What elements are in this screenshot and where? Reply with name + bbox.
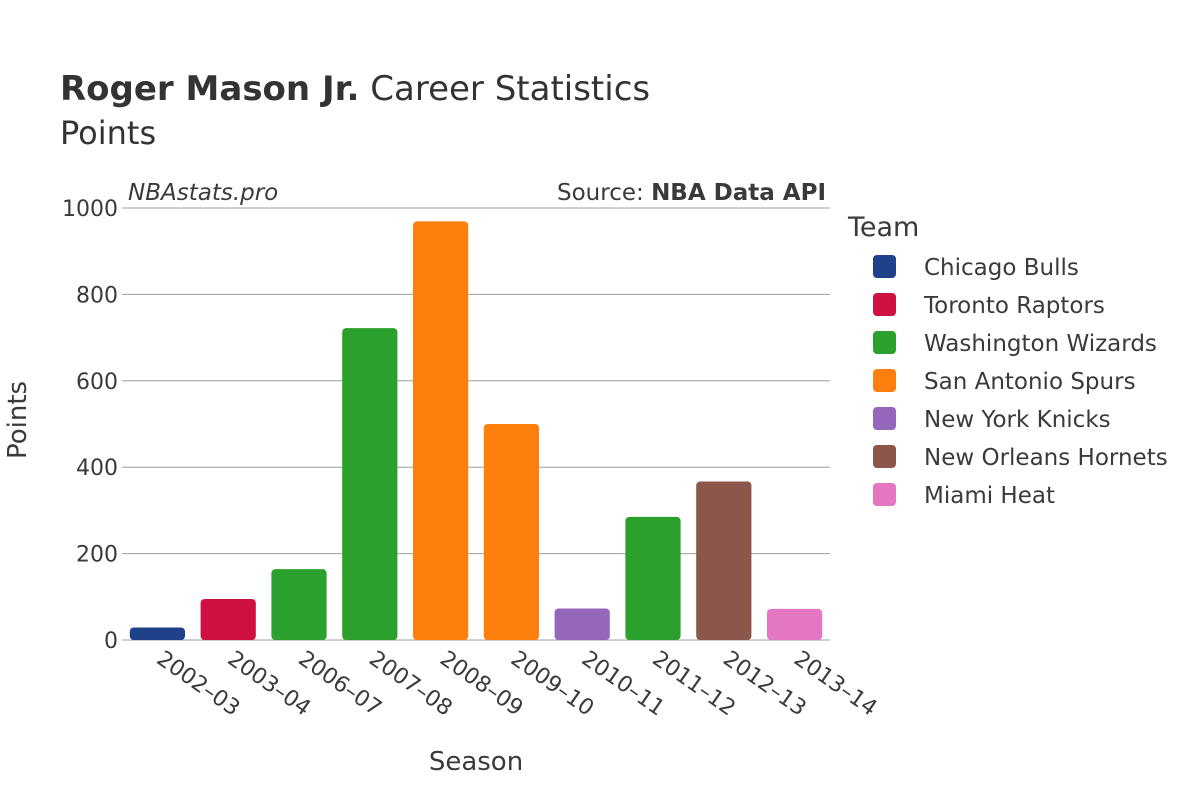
y-tick-label: 200 <box>76 543 118 568</box>
legend-swatch <box>873 445 896 468</box>
bar-2008–09 <box>412 221 469 640</box>
legend-swatch <box>873 407 896 430</box>
bar-2002–03 <box>129 627 186 640</box>
y-tick-label: 400 <box>76 456 118 481</box>
legend-item: New York Knicks <box>924 407 1111 433</box>
bar-2006–07 <box>271 569 327 640</box>
y-axis-ticks: 0 200 400 600 800 1000 <box>62 197 118 654</box>
title-player-name: Roger Mason Jr. <box>60 69 359 109</box>
bar-2003–04 <box>200 598 256 640</box>
bar-2011–12 <box>625 516 681 640</box>
watermark: NBAstats.pro <box>128 180 278 206</box>
legend-item: Chicago Bulls <box>924 255 1079 281</box>
legend-item: New Orleans Hornets <box>924 445 1168 471</box>
y-tick-label: 1000 <box>62 197 118 222</box>
bars <box>129 221 823 640</box>
legend-item: San Antonio Spurs <box>924 369 1136 395</box>
source-prefix: Source: <box>557 180 651 206</box>
legend-title: Team <box>847 212 919 243</box>
bar-2012–13 <box>696 481 752 640</box>
legend-swatch <box>873 483 896 506</box>
y-tick-label: 800 <box>76 283 118 308</box>
bar-2007–08 <box>342 328 398 640</box>
y-tick-label: 600 <box>76 370 118 395</box>
source-name: NBA Data API <box>651 180 826 206</box>
x-axis-title: Season <box>429 747 523 777</box>
y-tick-label: 0 <box>104 629 118 654</box>
x-axis-ticks: 2002–032003–042006–072007–082008–092009–… <box>152 646 881 721</box>
legend-item: Toronto Raptors <box>923 293 1105 319</box>
chart-subtitle: Points <box>60 114 156 152</box>
title-rest: Career Statistics <box>359 69 650 109</box>
legend-swatch <box>873 331 896 354</box>
legend-swatch <box>873 369 896 392</box>
legend: Chicago Bulls Toronto Raptors Washington W… <box>873 255 1168 509</box>
bar-2013–14 <box>766 608 823 640</box>
y-axis-title: Points <box>3 381 33 459</box>
source-text: Source: NBA Data API <box>557 180 826 206</box>
legend-swatch <box>873 255 896 278</box>
legend-item: Washington Wizards <box>924 331 1157 357</box>
chart-title: Roger Mason Jr. Career Statistics <box>60 69 650 109</box>
legend-swatch <box>873 293 896 316</box>
legend-item: Miami Heat <box>924 483 1055 509</box>
bar-2010–11 <box>554 608 610 640</box>
bar-2009–10 <box>483 424 540 640</box>
